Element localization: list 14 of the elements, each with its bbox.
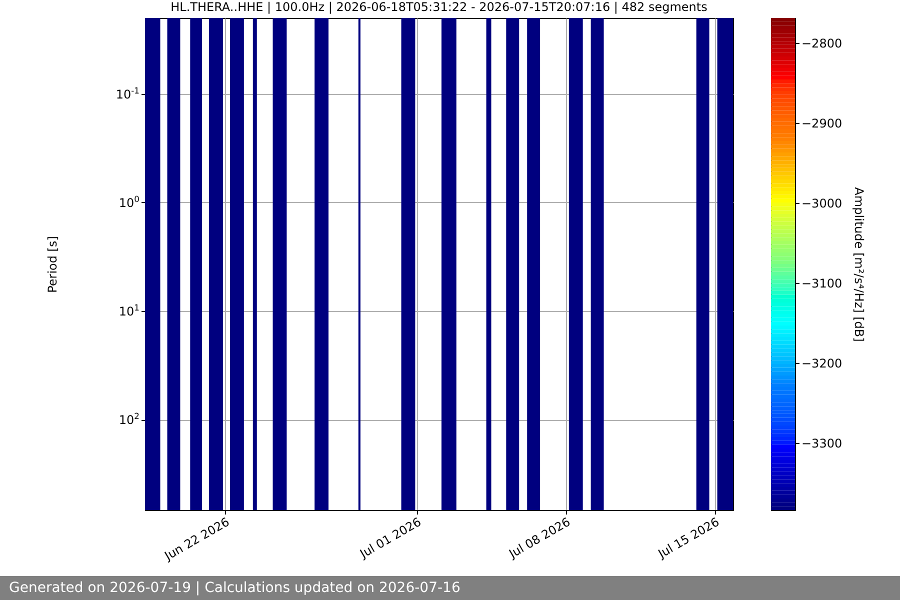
y-tick-label: 10$^{0}$ <box>118 194 140 210</box>
y-tick-label: 10$^{1}$ <box>118 302 140 319</box>
color-bar-label: −2800 <box>802 36 842 50</box>
y-tick-label: 10$^{-1}$ <box>116 85 140 102</box>
color-bar-label: −3200 <box>802 356 842 370</box>
y-axis-title: Period [s] <box>46 236 60 293</box>
color-bar-label: −2900 <box>802 116 842 130</box>
color-bar-label: −3300 <box>802 436 842 450</box>
color-bar-label: −3000 <box>802 196 842 210</box>
chart-title: HL.THERA..HHE | 100.0Hz | 2026-06-18T05:31:22 - 2026-07-15T20:07:16 | 482 segments <box>170 0 708 14</box>
text: Generated on 2026-07-19 | Calculations updated on 2026-07-16 <box>0 576 900 600</box>
y-tick-label: 10$^{2}$ <box>118 411 140 428</box>
color-bar-label: −3100 <box>802 276 842 290</box>
color-bar-title: Amplitude [m²/s⁴/Hz] [dB] <box>852 187 866 342</box>
